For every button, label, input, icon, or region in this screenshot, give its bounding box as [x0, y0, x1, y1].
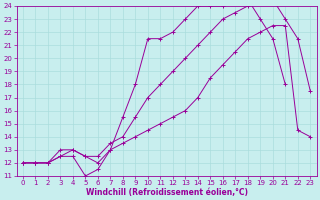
X-axis label: Windchill (Refroidissement éolien,°C): Windchill (Refroidissement éolien,°C) [85, 188, 248, 197]
